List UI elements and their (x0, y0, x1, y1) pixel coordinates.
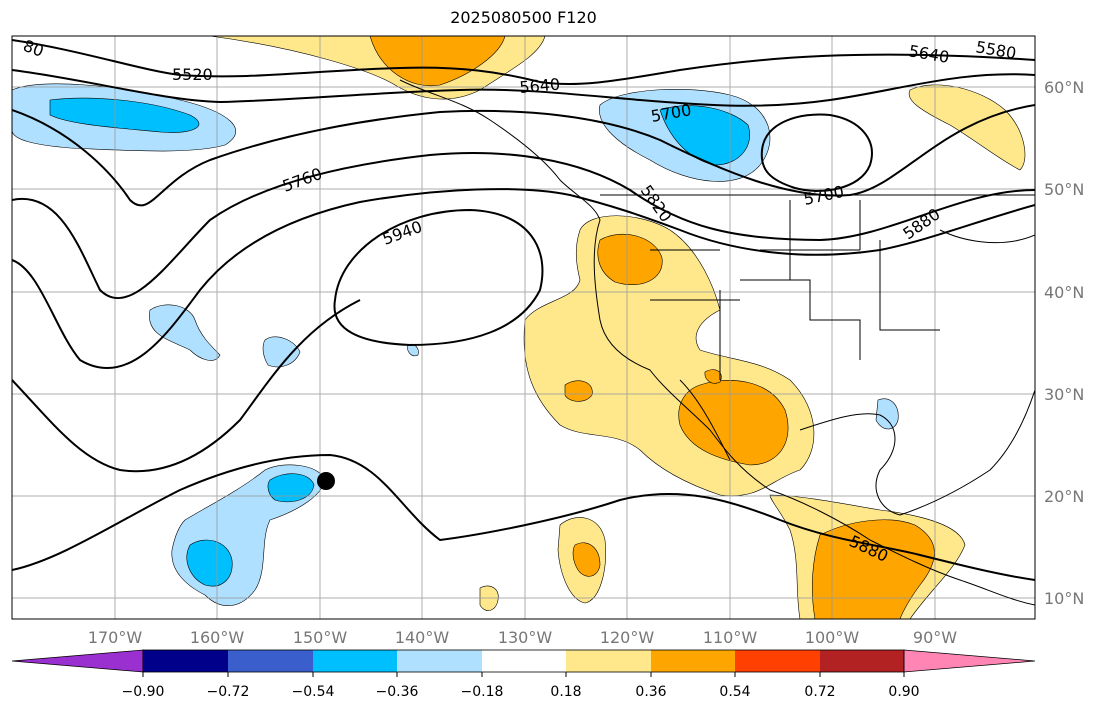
graticule (12, 36, 1035, 619)
colorbar-segment (735, 650, 820, 672)
anomaly-shading (12, 36, 1026, 619)
lon-label: 120°W (600, 628, 655, 647)
colorbar-segment (143, 650, 228, 672)
colorbar-min-arrow (11, 649, 144, 673)
storm-position-dot (317, 472, 335, 490)
lat-label: 10°N (1044, 589, 1084, 608)
lat-label: 20°N (1044, 487, 1084, 506)
colorbar-segment (482, 650, 566, 672)
colorbar-tick-label: 0.36 (635, 684, 666, 700)
colorbar-segment (820, 650, 904, 672)
height-contours (12, 39, 1035, 581)
latitude-labels: 60°N 50°N 40°N 30°N 20°N 10°N (1044, 78, 1084, 608)
lon-label: 140°W (395, 628, 450, 647)
colorbar-segment (313, 650, 397, 672)
lon-label: 100°W (805, 628, 860, 647)
lon-label: 130°W (498, 628, 553, 647)
colorbar-segment (566, 650, 651, 672)
colorbar-segment (397, 650, 482, 672)
contour-label: 5520 (172, 65, 213, 84)
lon-label: 170°W (88, 628, 143, 647)
lat-label: 40°N (1044, 283, 1084, 302)
map-title: 2025080500 F120 (450, 8, 597, 27)
colorbar-tick-label: 0.72 (804, 684, 835, 700)
lon-label: 110°W (703, 628, 758, 647)
contour-label: 5640 (519, 75, 561, 97)
colorbar-tick-label: −0.90 (122, 684, 165, 700)
colorbar-tick-label: −0.36 (376, 684, 419, 700)
colorbar-tick-label: −0.72 (207, 684, 250, 700)
colorbar-tick-label: 0.18 (550, 684, 581, 700)
lat-label: 50°N (1044, 180, 1084, 199)
lon-label: 160°W (190, 628, 245, 647)
colorbar: −0.90 −0.72 −0.54 −0.36 −0.18 0.18 0.36 … (11, 649, 1036, 700)
colorbar-tick-label: −0.18 (461, 684, 504, 700)
colorbar-segment (228, 650, 313, 672)
lat-label: 30°N (1044, 385, 1084, 404)
colorbar-tick-label: 0.90 (888, 684, 919, 700)
lat-label: 60°N (1044, 78, 1084, 97)
lon-label: 90°W (913, 628, 957, 647)
colorbar-tick-label: 0.54 (719, 684, 750, 700)
longitude-labels: 170°W 160°W 150°W 140°W 130°W 120°W 110°… (88, 628, 957, 647)
colorbar-max-arrow (903, 649, 1036, 673)
colorbar-segment (651, 650, 735, 672)
colorbar-tick-label: −0.54 (292, 684, 335, 700)
lon-label: 150°W (293, 628, 348, 647)
map-plot-area: 5520 5640 5700 5700 5760 5820 5880 5880 … (12, 36, 1035, 619)
map-frame (11, 35, 1036, 620)
